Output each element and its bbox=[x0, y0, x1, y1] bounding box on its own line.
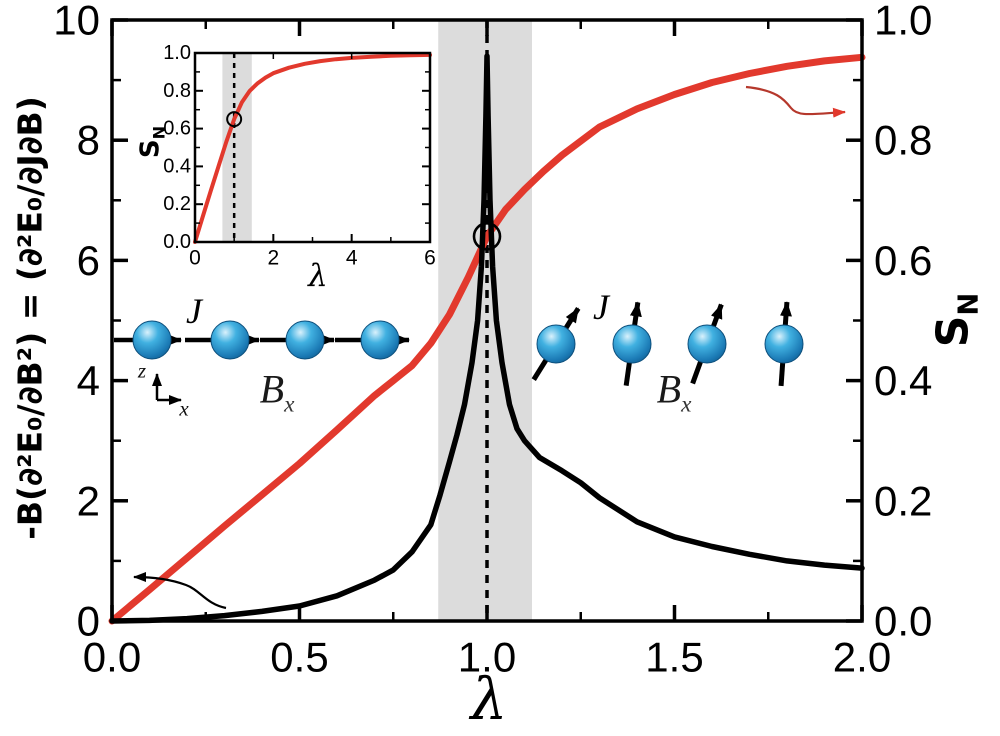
field-label-left-sub: x bbox=[284, 391, 295, 418]
x-axis-title: λ bbox=[470, 665, 508, 733]
left-axis-title: -B(∂²E₀/∂B²) = (∂²E₀/∂J∂B) bbox=[10, 96, 50, 540]
yleft-tick-label: 6 bbox=[77, 237, 100, 284]
right-axis-pointer-arrow bbox=[745, 85, 846, 118]
left-axis-pointer-arrow bbox=[133, 572, 227, 610]
inset-y-title-base: S bbox=[135, 139, 166, 159]
x-tick-label: 0.0 bbox=[83, 634, 141, 681]
spin-sphere bbox=[687, 324, 727, 364]
yleft-tick-label: 10 bbox=[53, 0, 100, 44]
inset-y-tick-label: 1.0 bbox=[163, 42, 191, 64]
yleft-tick-label: 0 bbox=[77, 598, 100, 645]
right-axis-title-base: S bbox=[927, 315, 979, 348]
critical-point-marker bbox=[472, 222, 502, 251]
field-label-left-base: B bbox=[259, 366, 285, 412]
spin-sphere bbox=[764, 324, 804, 364]
inset-critical-band bbox=[222, 53, 252, 242]
spin-sphere bbox=[612, 324, 652, 364]
yright-tick-label: 0.0 bbox=[874, 598, 932, 645]
yright-tick-label: 0.4 bbox=[874, 357, 932, 404]
main-black-curve bbox=[109, 53, 865, 624]
yleft-tick-label: 4 bbox=[77, 357, 100, 404]
spin-sphere bbox=[132, 320, 172, 360]
spin-sphere bbox=[536, 324, 576, 364]
inset-y-tick-label: 0.8 bbox=[163, 80, 191, 102]
axis-z-label: z bbox=[137, 358, 147, 383]
inset-x-tick-label: 2 bbox=[267, 247, 279, 270]
x-tick-label: 1.5 bbox=[645, 634, 703, 681]
x-tick-label: 2.0 bbox=[833, 634, 891, 681]
yleft-tick-label: 8 bbox=[77, 117, 100, 164]
spin-sphere bbox=[360, 320, 400, 360]
inset-y-tick-label: 0.4 bbox=[163, 155, 191, 177]
inset-x-axis-title: λ bbox=[308, 258, 328, 294]
inset-x-tick-label: 4 bbox=[346, 247, 358, 270]
spin-sphere bbox=[210, 320, 250, 360]
inset-red-curve bbox=[193, 52, 432, 244]
yleft-tick-label: 2 bbox=[77, 477, 100, 524]
inset-y-tick-label: 0.6 bbox=[163, 118, 191, 140]
yright-tick-label: 0.6 bbox=[874, 237, 932, 284]
x-tick-label: 1.0 bbox=[458, 634, 516, 681]
right-axis-title: SN bbox=[928, 293, 985, 348]
axis-x-label: x bbox=[179, 396, 189, 421]
inset-x-tick-label: 6 bbox=[424, 247, 436, 270]
inset-y-title-sub: N bbox=[149, 125, 169, 140]
yright-tick-label: 0.8 bbox=[874, 117, 932, 164]
coupling-label-left: J bbox=[186, 291, 202, 331]
spin-sphere bbox=[285, 320, 325, 360]
main-red-curve bbox=[108, 53, 866, 625]
yright-tick-label: 0.2 bbox=[874, 477, 932, 524]
yright-tick-label: 1.0 bbox=[874, 0, 932, 44]
field-label-right-sub: x bbox=[681, 391, 692, 418]
inset-critical-point-marker bbox=[226, 111, 243, 128]
field-label-right: Bx bbox=[657, 366, 692, 419]
coupling-label-right: J bbox=[593, 287, 609, 327]
inset-x-tick-label: 0 bbox=[189, 247, 201, 270]
inset-y-axis-title: SN bbox=[135, 126, 168, 158]
field-label-left: Bx bbox=[260, 366, 295, 419]
field-label-right-base: B bbox=[656, 366, 682, 412]
right-axis-title-sub: N bbox=[953, 292, 985, 316]
inset-y-tick-label: 0.2 bbox=[163, 193, 191, 215]
inset-y-tick-label: 0.0 bbox=[163, 231, 191, 253]
x-tick-label: 0.5 bbox=[270, 634, 328, 681]
